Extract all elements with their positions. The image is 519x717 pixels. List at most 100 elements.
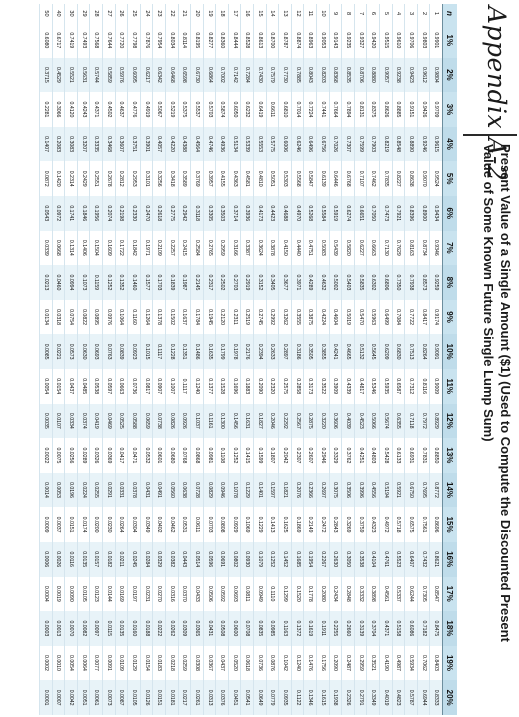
value-cell: 0.0115 [102, 611, 116, 646]
value-cell: 0.0231 [140, 576, 153, 612]
value-cell: 0.7599 [354, 126, 367, 162]
value-cell: 0.8131 [354, 92, 367, 127]
value-cell: 0.0082 [77, 611, 90, 646]
value-cell: 0.0703 [203, 507, 216, 542]
value-cell: 0.5963 [366, 299, 380, 335]
table-row: 13 0.8787 0.7730 0.6810 0.6006 0.5303 0.4688 0.… [278, 4, 292, 715]
value-cell: 0.0491 [152, 472, 166, 508]
value-cell: 0.0618 [241, 645, 254, 681]
value-cell: 0.0541 [241, 680, 254, 715]
value-cell: 0.0135 [115, 611, 128, 646]
value-cell: 0.1971 [140, 230, 153, 266]
value-cell: 0.0532 [140, 438, 153, 473]
value-cell: 0.0443 [178, 541, 191, 577]
value-cell: 0.0126 [140, 680, 153, 715]
value-cell: 0.8227 [392, 161, 405, 196]
value-cell: 0.3186 [291, 334, 304, 369]
value-cell: 0.0174 [77, 507, 90, 542]
value-cell: 0.0431 [140, 472, 153, 508]
value-cell: 0.3909 [329, 368, 342, 404]
value-cell: 0.4688 [278, 195, 292, 231]
value-cell: 0.6587 [392, 368, 405, 404]
column-header-rate: 19% [442, 645, 457, 681]
value-cell: 0.3538 [354, 541, 367, 577]
value-cell: 0.0291 [102, 472, 116, 508]
value-cell: 0.1117 [152, 334, 166, 369]
value-cell: 0.5303 [278, 161, 292, 196]
value-cell: 0.7419 [64, 23, 78, 58]
value-cell: 0.2176 [241, 334, 254, 369]
column-header-rate: 15% [442, 507, 457, 542]
value-cell: 0.5346 [366, 368, 380, 404]
value-cell: 0.9259 [429, 265, 443, 300]
value-cell: 0.1807 [266, 438, 279, 473]
value-cell: 0.0003 [39, 611, 53, 646]
value-cell: 0.0808 [215, 507, 229, 542]
value-cell: 0.5194 [379, 472, 393, 508]
value-cell: 0.1631 [241, 403, 254, 439]
value-cell: 0.1502 [165, 299, 179, 335]
value-cell: 0.0728 [190, 472, 204, 508]
value-cell: 0.1252 [228, 438, 241, 473]
value-cell: 0.8219 [379, 126, 393, 162]
value-cell: 0.3762 [341, 438, 355, 473]
table-row: 7 0.9327 0.8706 0.8131 0.7599 0.7107 0.6651 0.6… [354, 4, 367, 715]
value-cell: 0.9803 [417, 23, 430, 58]
table-row: 12 0.8874 0.7885 0.7014 0.6246 0.5568 0.4970 0.… [291, 4, 304, 715]
value-cell: 0.5219 [165, 92, 179, 127]
period-cell: 21 [178, 4, 191, 23]
value-cell: 0.0213 [39, 265, 53, 300]
value-cell: 0.7903 [366, 126, 380, 162]
value-cell: 0.9524 [429, 161, 443, 196]
column-header-rate: 7% [442, 230, 457, 266]
value-cell: 0.5019 [341, 299, 355, 335]
value-cell: 0.0382 [165, 541, 179, 577]
value-cell: 0.2366 [303, 472, 317, 508]
value-cell: 0.0154 [52, 368, 65, 404]
value-cell: 0.0197 [127, 576, 141, 612]
value-cell: 0.0129 [127, 645, 141, 681]
value-cell: 0.9070 [417, 161, 430, 196]
value-cell: 0.9057 [379, 57, 393, 93]
value-cell: 0.2317 [203, 265, 216, 300]
period-cell: 14 [266, 4, 279, 23]
value-cell: 0.9901 [429, 23, 443, 58]
value-cell: 0.4556 [366, 472, 380, 508]
value-cell: 0.3269 [341, 507, 355, 542]
value-cell: 0.5537 [190, 92, 204, 127]
value-cell: 0.8444 [228, 23, 241, 58]
value-cell: 0.1839 [165, 265, 179, 300]
value-cell: 0.6468 [165, 57, 179, 93]
value-cell: 0.3139 [354, 611, 367, 646]
page-header: Appendix A-2 Present Value of a Single A… [461, 0, 519, 717]
value-cell: 0.0460 [52, 265, 65, 300]
value-cell: 0.3769 [190, 161, 204, 196]
value-cell: 0.8116 [417, 368, 430, 404]
value-cell: 0.4970 [291, 195, 304, 231]
value-cell: 0.0506 [203, 576, 216, 612]
value-cell: 0.2919 [241, 265, 254, 300]
value-cell: 0.4220 [165, 126, 179, 162]
value-cell: 0.0196 [64, 472, 78, 508]
value-cell: 0.2575 [278, 368, 292, 404]
value-cell: 0.5403 [341, 265, 355, 300]
value-cell: 0.0895 [89, 299, 103, 335]
value-cell: 0.6080 [39, 23, 53, 58]
value-cell: 0.0596 [203, 541, 216, 577]
value-cell: 0.6227 [354, 230, 367, 266]
value-cell: 0.1406 [77, 230, 90, 266]
period-cell: 20 [190, 4, 204, 23]
value-cell: 0.1300 [215, 403, 229, 439]
value-cell: 0.7224 [303, 92, 317, 127]
value-cell: 0.4057 [152, 126, 166, 162]
value-cell: 0.0369 [102, 438, 116, 473]
value-cell: 0.5067 [152, 92, 166, 127]
table-row: 17 0.8444 0.7142 0.6050 0.5134 0.4363 0.3714 0.… [228, 4, 241, 715]
value-cell: 0.5523 [392, 541, 405, 577]
period-cell: 40 [52, 4, 65, 23]
value-cell: 0.2959 [354, 645, 367, 681]
value-cell: 0.4363 [228, 161, 241, 196]
value-cell: 0.6342 [152, 57, 166, 93]
column-header-rate: 13% [442, 438, 457, 473]
column-header-rate: 3% [442, 92, 457, 127]
